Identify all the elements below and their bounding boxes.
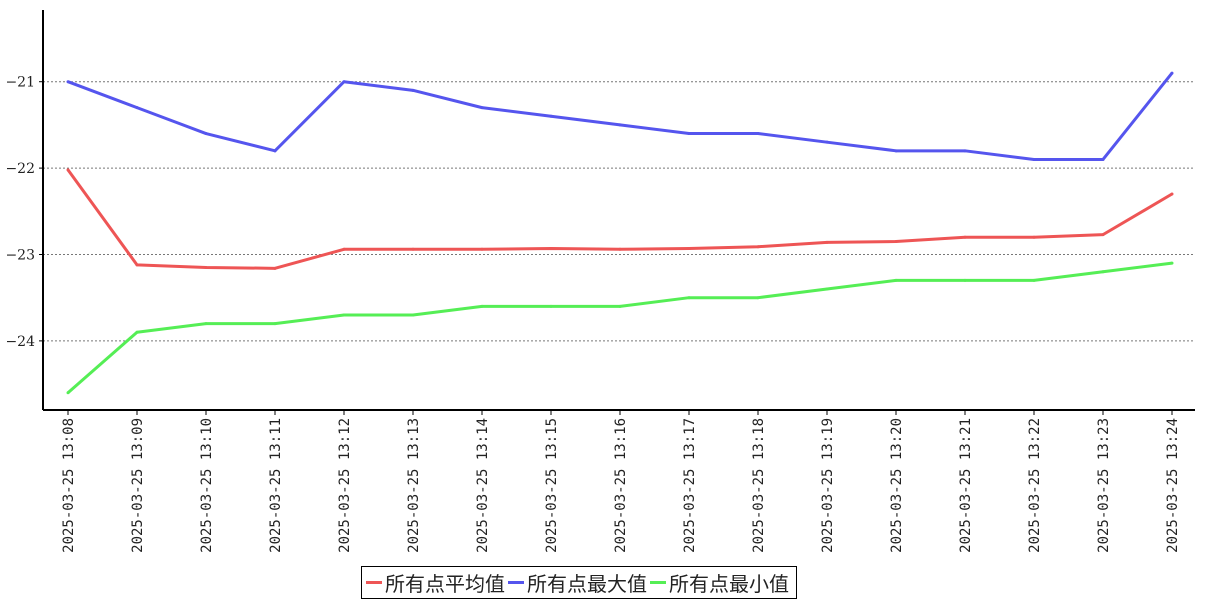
y-tick-label: −21: [5, 75, 35, 91]
x-tick-label: 2025-03-25 13:14: [475, 418, 491, 553]
data-point: [825, 287, 829, 291]
x-tick-label: 2025-03-25 13:10: [199, 418, 215, 553]
data-point: [480, 304, 484, 308]
data-point: [618, 247, 622, 251]
series-line-1: [67, 72, 1174, 161]
data-point: [66, 168, 70, 172]
x-tick-label: 2025-03-25 13:17: [682, 418, 698, 553]
legend-swatch-max: [508, 581, 524, 584]
data-point: [66, 391, 70, 395]
data-point: [1032, 235, 1036, 239]
data-point: [687, 246, 691, 250]
legend-item-min[interactable]: 所有点最小值: [650, 568, 789, 597]
x-tick-label: 2025-03-25 13:20: [889, 418, 905, 553]
data-point: [549, 304, 553, 308]
data-point: [204, 265, 208, 269]
x-tick-label: 2025-03-25 13:09: [130, 418, 146, 553]
data-point: [618, 123, 622, 127]
x-tick-label: 2025-03-25 13:23: [1096, 418, 1112, 553]
legend-swatch-min: [650, 581, 666, 584]
data-point: [1101, 157, 1105, 161]
data-point: [963, 235, 967, 239]
data-point: [411, 88, 415, 92]
data-point: [342, 247, 346, 251]
data-point: [411, 247, 415, 251]
legend-item-max[interactable]: 所有点最大值: [508, 568, 647, 597]
legend: 所有点平均值 所有点最大值 所有点最小值: [361, 566, 797, 599]
data-point: [1032, 278, 1036, 282]
data-point: [618, 304, 622, 308]
y-tick-label: −22: [5, 161, 35, 177]
data-point: [1032, 157, 1036, 161]
x-tick-label: 2025-03-25 13:21: [958, 418, 974, 553]
data-point: [687, 296, 691, 300]
x-tick-label: 2025-03-25 13:12: [337, 418, 353, 553]
x-tick-label: 2025-03-25 13:18: [751, 418, 767, 553]
data-point: [342, 80, 346, 84]
data-point: [411, 313, 415, 317]
data-point: [549, 114, 553, 118]
x-tick-label: 2025-03-25 13:19: [820, 418, 836, 553]
data-point: [480, 106, 484, 110]
data-point: [1101, 233, 1105, 237]
data-point: [963, 149, 967, 153]
x-tick-label: 2025-03-25 13:13: [406, 418, 422, 553]
data-point: [135, 330, 139, 334]
data-point: [1170, 261, 1174, 265]
x-tick-label: 2025-03-25 13:11: [268, 418, 284, 553]
legend-label-average: 所有点平均值: [385, 572, 505, 596]
data-point: [204, 132, 208, 136]
data-point: [273, 322, 277, 326]
data-point: [135, 106, 139, 110]
data-point: [687, 132, 691, 136]
data-point: [480, 247, 484, 251]
series-line-0: [66, 168, 1173, 270]
data-point: [204, 322, 208, 326]
legend-label-max: 所有点最大值: [527, 572, 647, 596]
data-point: [549, 246, 553, 250]
data-point: [1170, 192, 1174, 196]
y-tick-label: −24: [5, 334, 35, 350]
data-point: [825, 240, 829, 244]
x-tick-label: 2025-03-25 13:16: [613, 418, 629, 553]
data-point: [273, 149, 277, 153]
series-line-2: [67, 261, 1173, 394]
data-point: [756, 296, 760, 300]
data-point: [273, 266, 277, 270]
data-point: [756, 132, 760, 136]
data-point: [66, 80, 70, 84]
data-point: [894, 240, 898, 244]
x-tick-label: 2025-03-25 13:24: [1165, 418, 1181, 553]
data-point: [825, 140, 829, 144]
data-point: [963, 278, 967, 282]
legend-label-min: 所有点最小值: [669, 572, 789, 596]
data-point: [135, 263, 139, 267]
legend-item-average[interactable]: 所有点平均值: [366, 568, 505, 597]
x-tick-label: 2025-03-25 13:22: [1027, 418, 1043, 553]
data-point: [1101, 270, 1105, 274]
x-tick-label: 2025-03-25 13:15: [544, 418, 560, 553]
data-point: [342, 313, 346, 317]
data-point: [894, 278, 898, 282]
legend-swatch-average: [366, 581, 382, 584]
data-point: [756, 245, 760, 249]
data-point: [1170, 71, 1174, 75]
data-point: [894, 149, 898, 153]
x-tick-label: 2025-03-25 13:08: [61, 418, 77, 553]
y-tick-label: −23: [5, 247, 35, 263]
